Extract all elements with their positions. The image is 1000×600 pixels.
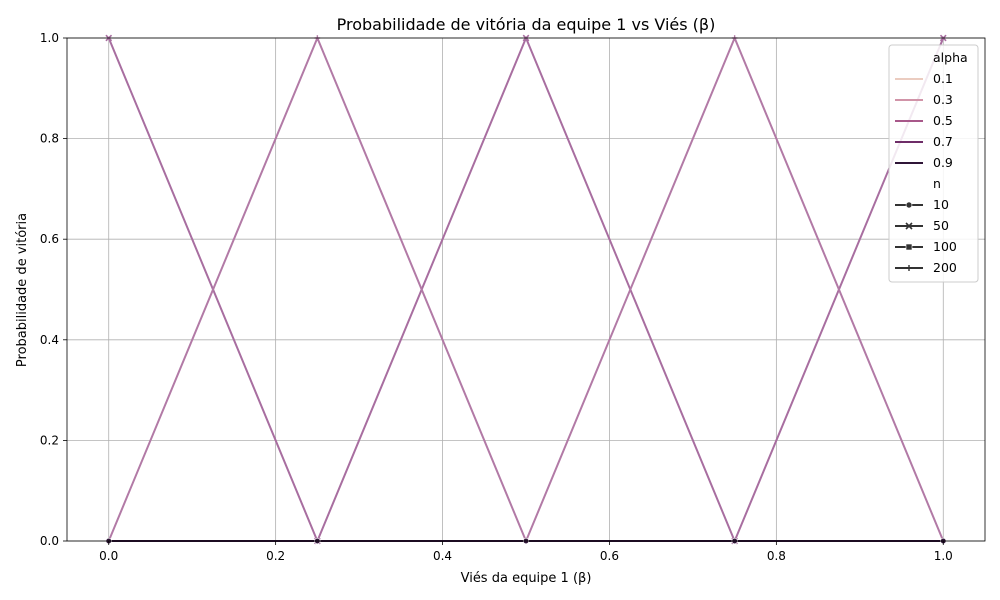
y-tick-label: 1.0 [40, 31, 59, 45]
y-tick-label: 0.4 [40, 333, 59, 347]
y-tick-label: 0.6 [40, 232, 59, 246]
legend-hue-label: 0.7 [933, 134, 953, 149]
x-axis-label: Viés da equipe 1 (β) [461, 571, 592, 586]
legend: alpha 0.1 0.3 0.5 0.7 0.9 n 10 50 100 200 [888, 44, 979, 283]
x-tick-label: 0.6 [600, 549, 619, 563]
legend-hue-label: 0.9 [933, 155, 953, 170]
x-tick-label: 0.0 [99, 549, 118, 563]
y-tick-label: 0.2 [40, 433, 59, 447]
x-tick-label: 1.0 [934, 549, 953, 563]
legend-hue-label: 0.1 [933, 71, 953, 86]
axes: 0.0 0.2 0.4 0.6 0.8 1.0 0.0 0.2 0.4 0.6 0.8 1.0 [40, 31, 986, 563]
legend-style-label: 100 [933, 239, 957, 254]
marker-x [905, 222, 913, 230]
marker-plus [906, 265, 912, 271]
y-tick-label: 0.8 [40, 132, 59, 146]
marker-circle [905, 201, 913, 209]
legend-hue-label: 0.5 [933, 113, 953, 128]
plot-frame [66, 37, 986, 542]
legend-style-label: 10 [933, 197, 949, 212]
x-tick-label: 0.2 [266, 549, 285, 563]
x-tick-label: 0.8 [767, 549, 786, 563]
legend-style-title: n [933, 176, 941, 191]
x-tick-label: 0.4 [433, 549, 452, 563]
legend-style-label: 50 [933, 218, 949, 233]
marker-x-stroke [905, 222, 913, 230]
y-axis-label: Probabilidade de vitória [15, 213, 30, 367]
legend-hue-title: alpha [933, 50, 968, 65]
marker-square [905, 243, 913, 251]
legend-style-label: 200 [933, 260, 957, 275]
y-tick-label: 0.0 [40, 534, 59, 548]
chart-title: Probabilidade de vitória da equipe 1 vs … [337, 15, 716, 34]
legend-hue-label: 0.3 [933, 92, 953, 107]
